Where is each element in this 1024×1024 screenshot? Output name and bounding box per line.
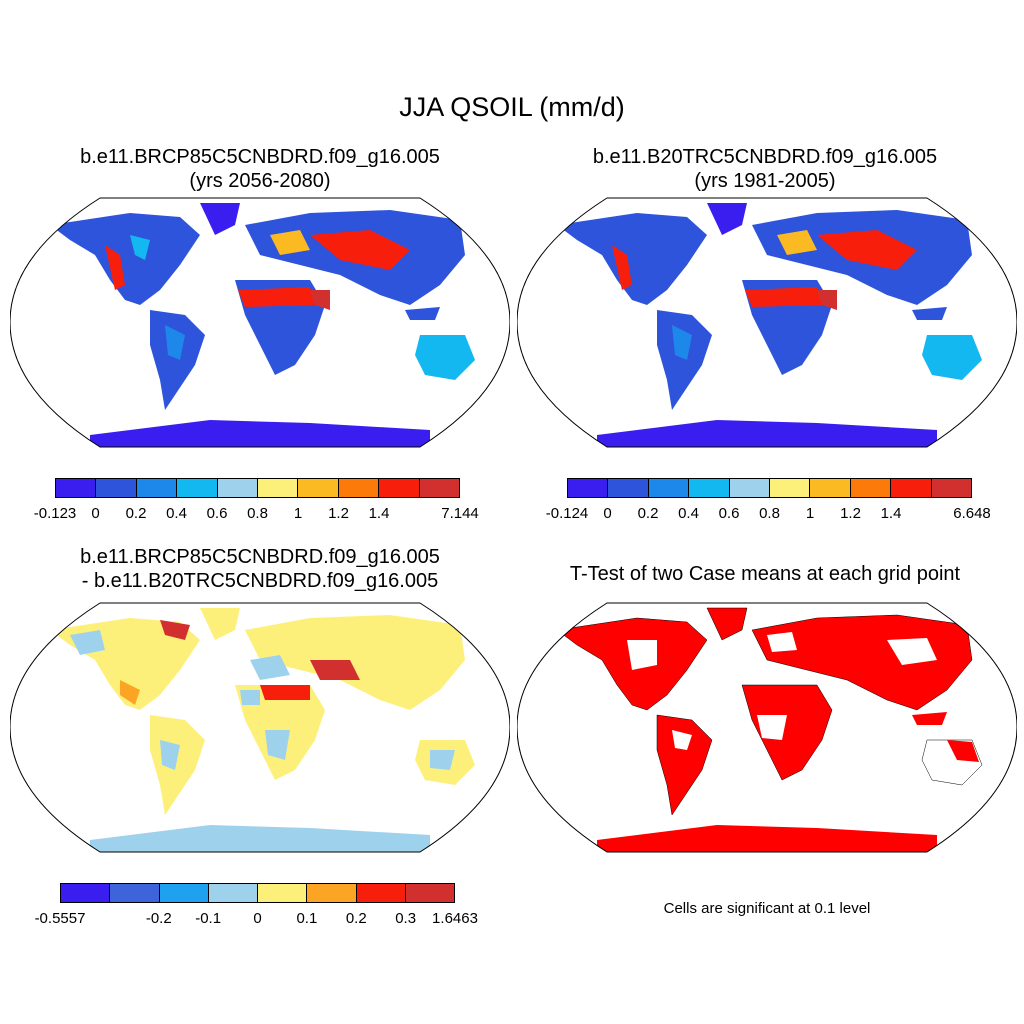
colorbar-tick-label: 0.2 [345, 910, 367, 927]
colorbar-tick-label: -0.123 [33, 505, 77, 522]
colorbar-tick-label: 0.6 [718, 505, 740, 522]
colorbar-swatch [258, 884, 308, 902]
continent-north-america [557, 213, 707, 305]
panel-title-line1: b.e11.BRCP85C5CNBDRD.f09_g16.005 [80, 146, 440, 168]
colorbar-tick-label: 0 [91, 505, 100, 522]
colorbar-tick-label: 0.2 [125, 505, 147, 522]
colorbar-tick-label: 1 [293, 505, 303, 522]
continent-greenland [200, 608, 240, 640]
colorbar-tick-label: 0.1 [296, 910, 318, 927]
colorbar-swatch [405, 884, 454, 902]
continent-australia [415, 335, 475, 380]
continent-eurasia [245, 615, 465, 710]
colorbar-swatch [648, 479, 690, 497]
colorbar-swatch [338, 479, 380, 497]
colorbar-swatch [850, 479, 892, 497]
colorbar-tick-label: 0.8 [247, 505, 268, 522]
continent-antarctica [90, 420, 430, 447]
colorbar-swatch [110, 884, 160, 902]
main-title: JJA QSOIL (mm/d) [399, 92, 625, 122]
colorbar-tick-label: 0.4 [166, 505, 187, 522]
colorbar-tick-label: -0.2 [145, 910, 172, 927]
colorbar-swatch [729, 479, 771, 497]
colorbar-tick-label: 6.648 [953, 505, 991, 522]
continent-antarctica [597, 825, 937, 852]
colorbar-swatch [217, 479, 259, 497]
colorbar-bottom-left [60, 883, 455, 903]
colorbar-tick-label: 1.2 [328, 505, 349, 522]
colorbar-swatch [298, 479, 339, 497]
colorbar-swatch [891, 479, 932, 497]
continent-south-america [150, 715, 205, 815]
colorbar-swatch [56, 479, 97, 497]
colorbar-tick-label: -0.1 [195, 910, 222, 927]
panel-title-line1: b.e11.B20TRC5CNBDRD.f09_g16.005 [592, 146, 938, 168]
colorbar-labels-bottom-left: -0.5557 -0.2 -0.1 0 0.1 0.2 0.3 1.6463 [35, 910, 478, 930]
colorbar-labels-top-left: -0.123 0 0.2 0.4 0.6 0.8 1 1.2 1.4 7.144 [34, 505, 479, 525]
colorbar-tick-label: 1.4 [880, 505, 902, 522]
colorbar-swatch [96, 479, 137, 497]
colorbar-tick-label: 0.2 [637, 505, 659, 522]
colorbar-top-right [567, 478, 972, 498]
colorbar-tick-label: 0.8 [759, 505, 780, 522]
colorbar-swatch [689, 479, 730, 497]
colorbar-swatch [258, 479, 299, 497]
colorbar-swatch [177, 479, 218, 497]
continent-greenland [706, 607, 748, 641]
continent-antarctica [597, 420, 937, 447]
colorbar-swatch [61, 884, 111, 902]
panel-title-line2: - b.e11.B20TRC5CNBDRD.f09_g16.005 [81, 570, 439, 592]
colorbar-tick-label: -0.124 [545, 505, 589, 522]
continent-north-america [50, 213, 200, 305]
panel-title-top-left: b.e11.BRCP85C5CNBDRD.f09_g16.005 (yrs 20… [10, 145, 510, 193]
colorbar-tick-label: 0 [253, 910, 262, 927]
colorbar-swatch [608, 479, 649, 497]
map-future-qsoil [10, 197, 510, 448]
colorbar-top-left [55, 478, 460, 498]
continent-africa [741, 684, 833, 781]
colorbar-swatch [208, 884, 258, 902]
continent-south-america [656, 714, 713, 816]
continent-greenland [707, 203, 747, 235]
colorbar-tick-label: 0.6 [206, 505, 228, 522]
map-ttest-significance [517, 602, 1017, 853]
colorbar-tick-label: 0 [603, 505, 612, 522]
continent-antarctica [90, 825, 430, 852]
panel-title-top-right: b.e11.B20TRC5CNBDRD.f09_g16.005 (yrs 198… [515, 145, 1015, 193]
colorbar-tick-label: 1.2 [840, 505, 861, 522]
colorbar-tick-label: 1 [805, 505, 815, 522]
colorbar-tick-label: 1.4 [368, 505, 390, 522]
colorbar-swatch [159, 884, 209, 902]
continent-south-america [657, 310, 712, 410]
colorbar-tick-label: 0.3 [395, 910, 417, 927]
panel-title-line1: b.e11.BRCP85C5CNBDRD.f09_g16.005 [80, 546, 440, 568]
significance-note: Cells are significant at 0.1 level [663, 900, 871, 917]
colorbar-swatch [931, 479, 972, 497]
colorbar-tick-label: 1.6463 [432, 910, 478, 927]
panel-title-bottom-right: T-Test of two Case means at each grid po… [569, 563, 961, 585]
colorbar-labels-top-right: -0.124 0 0.2 0.4 0.6 0.8 1 1.2 1.4 6.648 [546, 505, 991, 525]
colorbar-swatch [419, 479, 460, 497]
colorbar-swatch [568, 479, 609, 497]
colorbar-swatch [810, 479, 851, 497]
colorbar-swatch [379, 479, 420, 497]
colorbar-tick-label: 7.144 [441, 505, 479, 522]
map-difference-qsoil [10, 602, 510, 853]
colorbar-tick-label: -0.5557 [34, 910, 86, 927]
colorbar-swatch [356, 884, 406, 902]
continent-greenland [200, 203, 240, 235]
colorbar-tick-label: 0.4 [678, 505, 699, 522]
colorbar-swatch [770, 479, 811, 497]
panel-title-line2: (yrs 1981-2005) [694, 170, 836, 192]
colorbar-swatch [136, 479, 178, 497]
map-historical-qsoil [517, 197, 1017, 448]
panel-title-line2: (yrs 2056-2080) [189, 170, 331, 192]
continent-australia [922, 335, 982, 380]
continent-south-america [150, 310, 205, 410]
colorbar-swatch [307, 884, 357, 902]
panel-title-bottom-left: b.e11.BRCP85C5CNBDRD.f09_g16.005 - b.e11… [10, 545, 510, 593]
